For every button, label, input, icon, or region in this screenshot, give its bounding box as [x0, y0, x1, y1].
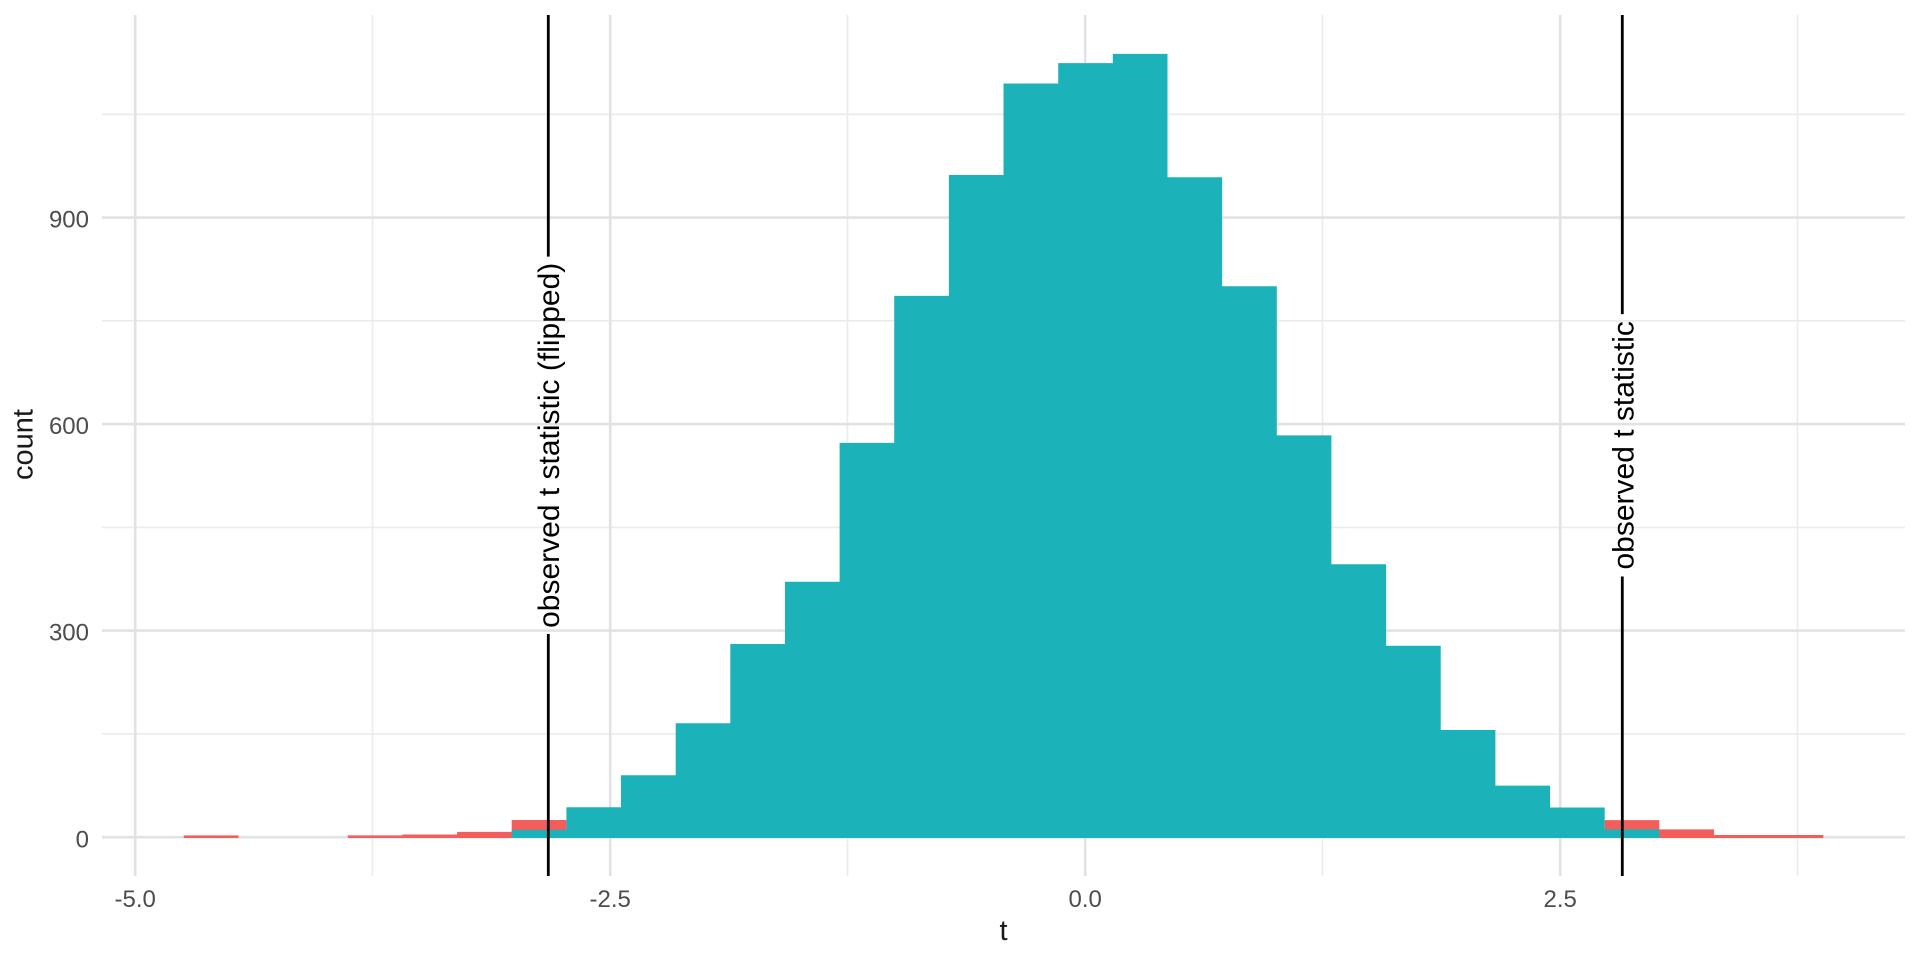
svg-text:-2.5: -2.5 — [590, 886, 631, 913]
svg-text:2.5: 2.5 — [1544, 886, 1577, 913]
svg-text:observed t statistic (flipped): observed t statistic (flipped) — [533, 263, 566, 628]
svg-text:0.0: 0.0 — [1069, 886, 1102, 913]
svg-text:-5.0: -5.0 — [115, 886, 156, 913]
svg-text:600: 600 — [49, 413, 89, 440]
svg-text:0: 0 — [76, 826, 89, 853]
svg-text:observed t statistic: observed t statistic — [1607, 321, 1640, 569]
svg-text:900: 900 — [49, 207, 89, 234]
svg-text:count: count — [8, 409, 40, 480]
svg-text:300: 300 — [49, 620, 89, 647]
svg-text:t: t — [999, 915, 1007, 947]
